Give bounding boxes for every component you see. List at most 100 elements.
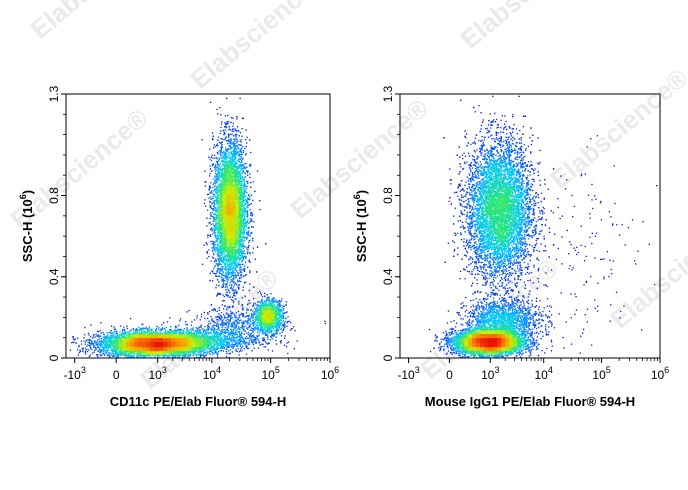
event-point <box>203 335 204 336</box>
event-point <box>216 347 217 348</box>
event-point <box>223 342 224 343</box>
event-point <box>244 256 245 257</box>
event-point <box>241 261 242 262</box>
event-point <box>248 194 249 195</box>
event-point <box>99 330 100 331</box>
event-point <box>226 309 227 310</box>
event-point <box>255 328 256 329</box>
event-point <box>241 350 242 351</box>
event-point <box>231 324 232 325</box>
event-point <box>258 301 259 302</box>
event-point <box>241 139 242 140</box>
event-point <box>232 342 233 343</box>
event-point <box>220 176 221 177</box>
event-point <box>227 273 228 274</box>
event-point <box>224 305 225 306</box>
event-point <box>244 253 245 254</box>
event-point <box>257 301 258 302</box>
event-point <box>214 273 215 274</box>
event-point <box>215 200 216 201</box>
event-point <box>221 138 222 139</box>
event-point <box>253 344 254 345</box>
event-point <box>238 340 239 341</box>
event-point <box>267 339 268 340</box>
event-point <box>238 144 239 145</box>
event-point <box>242 159 243 160</box>
event-point <box>231 279 232 280</box>
event-point <box>227 346 228 347</box>
event-point <box>279 304 280 305</box>
event-point <box>200 333 201 334</box>
event-point <box>290 322 291 323</box>
event-point <box>261 308 262 309</box>
event-point <box>99 339 100 340</box>
event-point <box>97 341 98 342</box>
event-point <box>214 247 215 248</box>
event-point <box>250 212 251 213</box>
event-point <box>211 310 212 311</box>
event-point <box>225 275 226 276</box>
event-point <box>190 329 191 330</box>
event-point <box>154 355 155 356</box>
event-point <box>249 240 250 241</box>
event-point <box>226 127 227 128</box>
event-point <box>237 126 238 127</box>
event-point <box>102 332 103 333</box>
event-point <box>238 339 239 340</box>
event-point <box>230 282 231 283</box>
event-point <box>78 346 79 347</box>
event-point <box>210 241 211 242</box>
event-point <box>101 355 102 356</box>
event-point <box>219 272 220 273</box>
event-point <box>234 328 235 329</box>
event-point <box>240 275 241 276</box>
event-point <box>215 173 216 174</box>
event-point <box>238 354 239 355</box>
event-point <box>112 332 113 333</box>
event-point <box>231 117 232 118</box>
event-point <box>221 185 222 186</box>
event-point <box>205 352 206 353</box>
event-point <box>120 325 121 326</box>
event-point <box>94 350 95 351</box>
event-point <box>261 303 262 304</box>
event-point <box>115 329 116 330</box>
event-point <box>240 257 241 258</box>
event-point <box>259 330 260 331</box>
event-point <box>243 201 244 202</box>
event-point <box>242 264 243 265</box>
event-point <box>241 165 242 166</box>
event-point <box>231 262 232 263</box>
event-point <box>204 199 205 200</box>
event-point <box>216 323 217 324</box>
event-point <box>248 338 249 339</box>
event-point <box>240 185 241 186</box>
event-point <box>247 308 248 309</box>
event-point <box>242 321 243 322</box>
event-point <box>248 235 249 236</box>
event-point <box>232 260 233 261</box>
event-point <box>259 332 260 333</box>
event-point <box>195 353 196 354</box>
event-point <box>249 139 250 140</box>
event-point <box>209 327 210 328</box>
event-point <box>244 177 245 178</box>
event-point <box>91 340 92 341</box>
event-point <box>200 330 201 331</box>
event-point <box>214 340 215 341</box>
event-point <box>250 182 251 183</box>
event-point <box>210 229 211 230</box>
event-point <box>214 227 215 228</box>
event-point <box>262 296 263 297</box>
event-point <box>228 317 229 318</box>
event-point <box>224 164 225 165</box>
event-point <box>247 214 248 215</box>
event-point <box>224 322 225 323</box>
event-point <box>259 305 260 306</box>
event-point <box>248 318 249 319</box>
event-point <box>166 355 167 356</box>
event-point <box>277 333 278 334</box>
event-point <box>272 302 273 303</box>
event-point <box>231 134 232 135</box>
event-point <box>240 269 241 270</box>
